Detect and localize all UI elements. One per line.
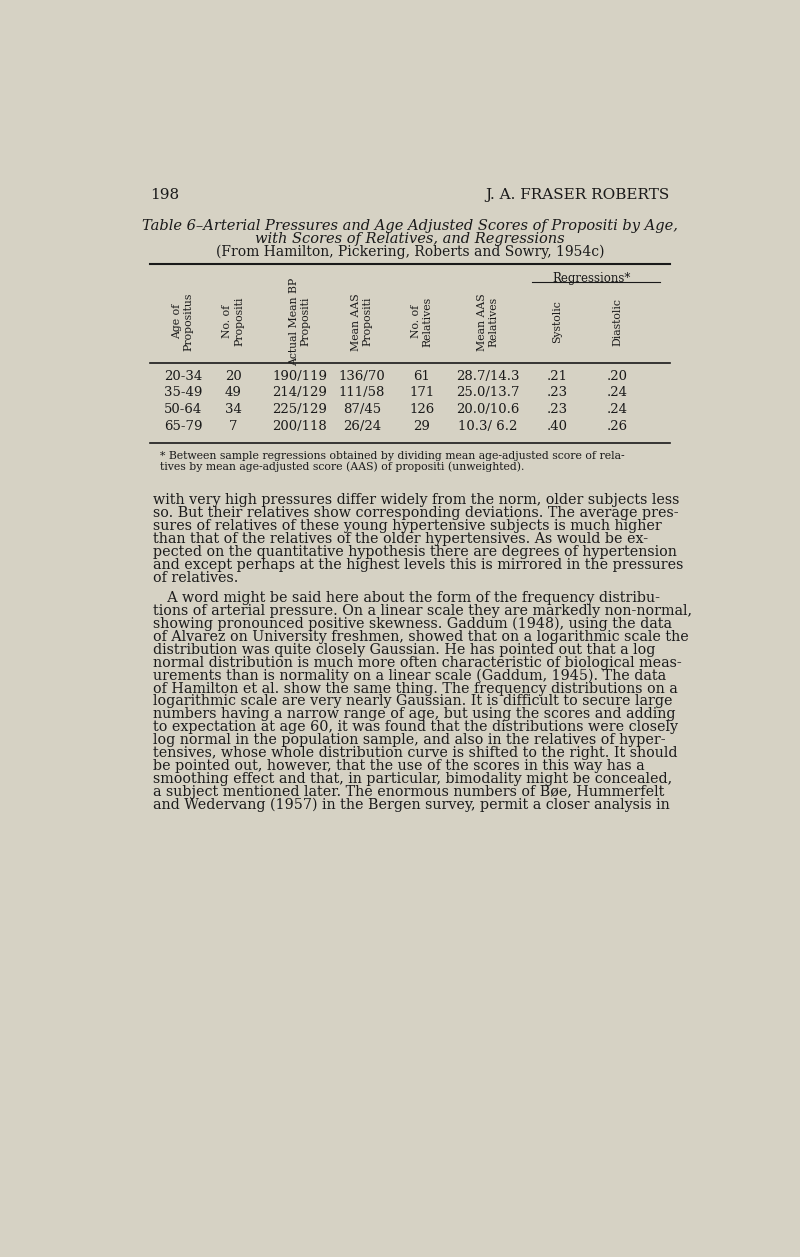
Text: 50-64: 50-64 bbox=[164, 403, 202, 416]
Text: and except perhaps at the highest levels this is mirrored in the pressures: and except perhaps at the highest levels… bbox=[153, 558, 683, 572]
Text: Diastolic: Diastolic bbox=[613, 298, 622, 346]
Text: 87/45: 87/45 bbox=[343, 403, 381, 416]
Text: .20: .20 bbox=[607, 370, 628, 382]
Text: 225/129: 225/129 bbox=[273, 403, 327, 416]
Text: Actual Mean BP
Propositi: Actual Mean BP Propositi bbox=[289, 278, 310, 366]
Text: Systolic: Systolic bbox=[552, 300, 562, 343]
Text: .24: .24 bbox=[607, 386, 628, 400]
Text: 49: 49 bbox=[225, 386, 242, 400]
Text: logarithmic scale are very nearly Gaussian. It is difficult to secure large: logarithmic scale are very nearly Gaussi… bbox=[153, 694, 672, 709]
Text: Mean AAS
Propositi: Mean AAS Propositi bbox=[351, 293, 373, 351]
Text: tensives, whose whole distribution curve is shifted to the right. It should: tensives, whose whole distribution curve… bbox=[153, 747, 677, 760]
Text: 214/129: 214/129 bbox=[273, 386, 327, 400]
Text: 111/58: 111/58 bbox=[338, 386, 385, 400]
Text: 198: 198 bbox=[150, 187, 179, 202]
Text: a subject mentioned later. The enormous numbers of Bøe, Hummerfelt: a subject mentioned later. The enormous … bbox=[153, 786, 664, 799]
Text: tives by mean age-adjusted score (AAS) of propositi (unweighted).: tives by mean age-adjusted score (AAS) o… bbox=[161, 461, 525, 471]
Text: 29: 29 bbox=[413, 420, 430, 434]
Text: log normal in the population sample, and also in the relatives of hyper-: log normal in the population sample, and… bbox=[153, 733, 666, 747]
Text: .26: .26 bbox=[607, 420, 628, 434]
Text: 65-79: 65-79 bbox=[164, 420, 202, 434]
Text: pected on the quantitative hypothesis there are degrees of hypertension: pected on the quantitative hypothesis th… bbox=[153, 546, 677, 559]
Text: 136/70: 136/70 bbox=[338, 370, 386, 382]
Text: 20.0/10.6: 20.0/10.6 bbox=[456, 403, 519, 416]
Text: 26/24: 26/24 bbox=[343, 420, 381, 434]
Text: of Hamilton et al. show the same thing. The frequency distributions on a: of Hamilton et al. show the same thing. … bbox=[153, 681, 678, 695]
Text: 25.0/13.7: 25.0/13.7 bbox=[456, 386, 519, 400]
Text: 190/119: 190/119 bbox=[273, 370, 327, 382]
Text: Regressions*: Regressions* bbox=[552, 272, 630, 285]
Text: .24: .24 bbox=[607, 403, 628, 416]
Text: 7: 7 bbox=[229, 420, 238, 434]
Text: A word might be said here about the form of the frequency distribu-: A word might be said here about the form… bbox=[153, 591, 660, 605]
Text: .23: .23 bbox=[546, 403, 568, 416]
Text: 61: 61 bbox=[413, 370, 430, 382]
Text: so. But their relatives show corresponding deviations. The average pres-: so. But their relatives show correspondi… bbox=[153, 507, 678, 520]
Text: * Between sample regressions obtained by dividing mean age-adjusted score of rel: * Between sample regressions obtained by… bbox=[161, 451, 625, 461]
Text: .40: .40 bbox=[546, 420, 568, 434]
Text: urements than is normality on a linear scale (Gaddum, 1945). The data: urements than is normality on a linear s… bbox=[153, 669, 666, 683]
Text: (From Hamilton, Pickering, Roberts and Sowry, 1954c): (From Hamilton, Pickering, Roberts and S… bbox=[216, 245, 604, 259]
Text: be pointed out, however, that the use of the scores in this way has a: be pointed out, however, that the use of… bbox=[153, 759, 644, 773]
Text: of Alvarez on University freshmen, showed that on a logarithmic scale the: of Alvarez on University freshmen, showe… bbox=[153, 630, 689, 644]
Text: 10.3/ 6.2: 10.3/ 6.2 bbox=[458, 420, 517, 434]
Text: than that of the relatives of the older hypertensives. As would be ex-: than that of the relatives of the older … bbox=[153, 532, 648, 547]
Text: with very high pressures differ widely from the norm, older subjects less: with very high pressures differ widely f… bbox=[153, 494, 679, 508]
Text: J. A. FRASER ROBERTS: J. A. FRASER ROBERTS bbox=[486, 187, 670, 202]
Text: normal distribution is much more often characteristic of biological meas-: normal distribution is much more often c… bbox=[153, 656, 682, 670]
Text: No. of
Relatives: No. of Relatives bbox=[411, 297, 433, 347]
Text: distribution was quite closely Gaussian. He has pointed out that a log: distribution was quite closely Gaussian.… bbox=[153, 642, 655, 656]
Text: 171: 171 bbox=[409, 386, 434, 400]
Text: 20: 20 bbox=[225, 370, 242, 382]
Text: No. of
Propositi: No. of Propositi bbox=[222, 297, 244, 347]
Text: and Wedervang (1957) in the Bergen survey, permit a closer analysis in: and Wedervang (1957) in the Bergen surve… bbox=[153, 798, 670, 812]
Text: Mean AAS
Relatives: Mean AAS Relatives bbox=[477, 293, 498, 351]
Text: Table 6–​Arterial Pressures and Age Adjusted Scores of Propositi by Age,: Table 6–​Arterial Pressures and Age Adju… bbox=[142, 219, 678, 233]
Text: sures of relatives of these young hypertensive subjects is much higher: sures of relatives of these young hypert… bbox=[153, 519, 662, 533]
Text: 126: 126 bbox=[409, 403, 434, 416]
Text: numbers having a narrow range of age, but using the scores and adding: numbers having a narrow range of age, bu… bbox=[153, 708, 675, 722]
Text: 20-34: 20-34 bbox=[164, 370, 202, 382]
Text: to expectation at age 60, it was found that the distributions were closely: to expectation at age 60, it was found t… bbox=[153, 720, 678, 734]
Text: of relatives.: of relatives. bbox=[153, 571, 238, 585]
Text: 35-49: 35-49 bbox=[164, 386, 202, 400]
Text: with Scores of Relatives, and Regressions: with Scores of Relatives, and Regression… bbox=[255, 231, 565, 245]
Text: .21: .21 bbox=[546, 370, 568, 382]
Text: 200/118: 200/118 bbox=[273, 420, 327, 434]
Text: 34: 34 bbox=[225, 403, 242, 416]
Text: showing pronounced positive skewness. Gaddum (1948), using the data: showing pronounced positive skewness. Ga… bbox=[153, 617, 672, 631]
Text: .23: .23 bbox=[546, 386, 568, 400]
Text: smoothing effect and that, in particular, bimodality might be concealed,: smoothing effect and that, in particular… bbox=[153, 772, 672, 786]
Text: tions of arterial pressure. On a linear scale they are markedly non-normal,: tions of arterial pressure. On a linear … bbox=[153, 603, 692, 618]
Text: 28.7/14.3: 28.7/14.3 bbox=[456, 370, 519, 382]
Text: Age of
Propositus: Age of Propositus bbox=[172, 293, 194, 351]
